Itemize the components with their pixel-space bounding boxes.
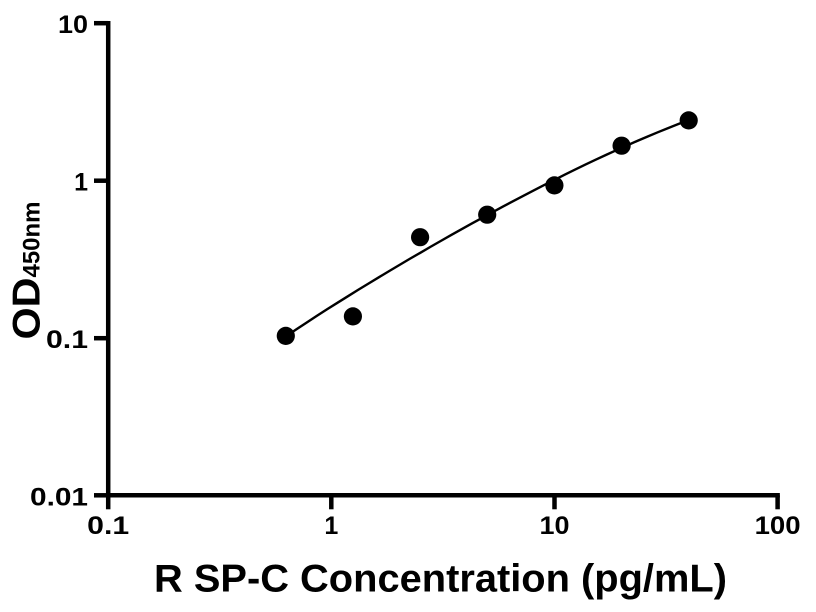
svg-text:100: 100 (755, 512, 801, 540)
svg-text:0.1: 0.1 (87, 512, 129, 540)
svg-text:1: 1 (324, 512, 338, 540)
svg-text:R SP-C Concentration (pg/mL): R SP-C Concentration (pg/mL) (154, 558, 727, 601)
svg-text:0.1: 0.1 (46, 326, 88, 354)
svg-text:0.01: 0.01 (30, 483, 88, 511)
svg-text:1: 1 (74, 169, 88, 197)
svg-text:10: 10 (540, 512, 570, 540)
svg-text:10: 10 (58, 11, 88, 39)
svg-text:OD450nm: OD450nm (6, 202, 49, 340)
